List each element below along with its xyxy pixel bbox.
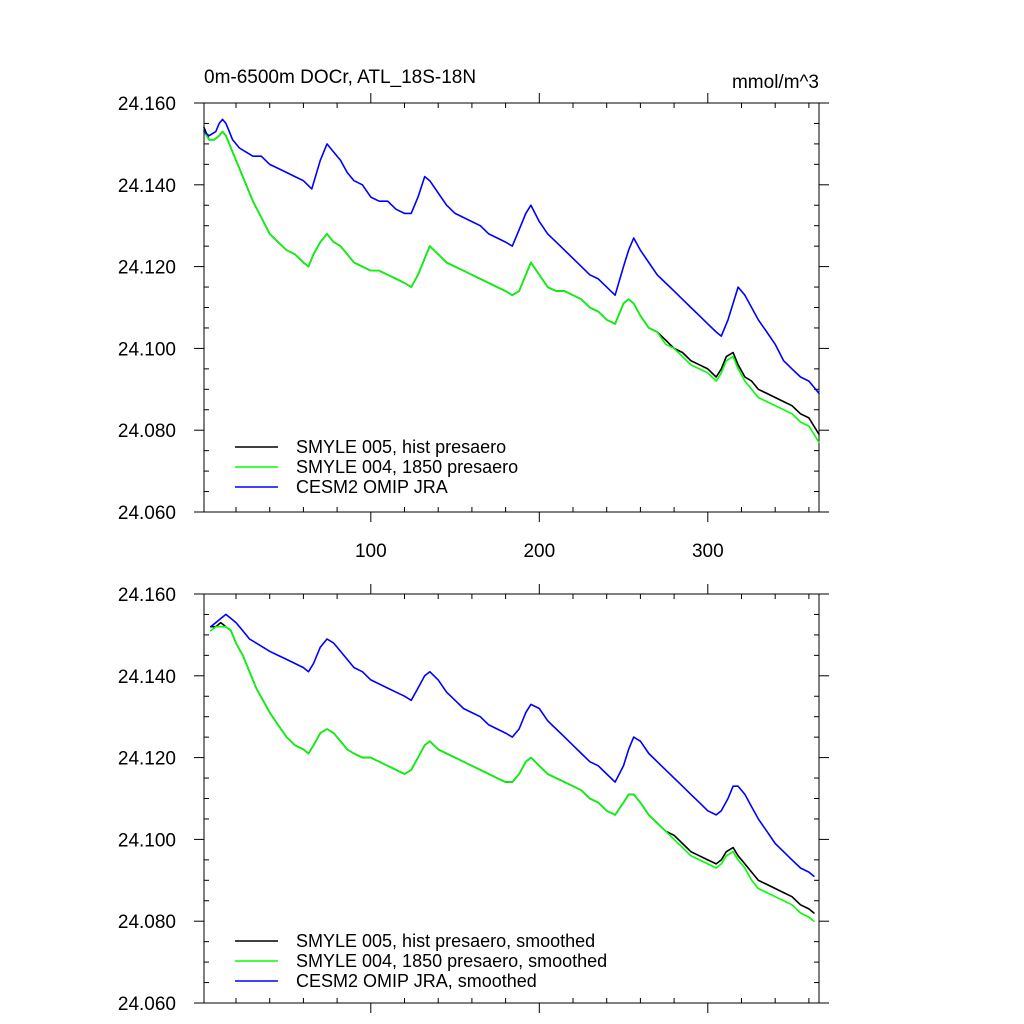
x-tick-label: 100 [355, 541, 387, 562]
x-tick-label: 300 [692, 541, 724, 562]
y-tick-label: 24.060 [118, 503, 176, 524]
y-tick-label: 24.060 [118, 994, 176, 1015]
y-tick-label: 24.120 [118, 749, 176, 770]
y-tick-label: 24.080 [118, 421, 176, 442]
legend-label: SMYLE 004, 1850 presaero, smoothed [296, 951, 607, 971]
y-tick-label: 24.100 [118, 339, 176, 360]
series-line-2 [203, 118, 820, 395]
y-tick-label: 24.100 [118, 830, 176, 851]
y-tick-label: 24.160 [118, 585, 176, 606]
series-line-1 [209, 625, 815, 923]
legend-label: CESM2 OMIP JRA [296, 477, 448, 497]
series-line-2 [209, 613, 815, 878]
legend-label: SMYLE 005, hist presaero, smoothed [296, 931, 595, 951]
y-tick-label: 24.120 [118, 258, 176, 279]
chart-title: 0m-6500m DOCr, ATL_18S-18N [204, 67, 476, 88]
bottom-panel: 24.060 24.080 24.100 24.120 24.140 24.160 SMYL… [118, 584, 829, 1015]
top-panel: 100 200 300 24.060 24.080 24.100 24.120 24.140 2… [118, 67, 829, 562]
x-tick-label: 200 [523, 541, 555, 562]
series-line-1 [203, 130, 820, 444]
y-tick-label: 24.160 [118, 94, 176, 115]
legend-label: SMYLE 004, 1850 presaero [296, 457, 518, 477]
series-line-0 [203, 126, 820, 436]
legend-label: CESM2 OMIP JRA, smoothed [296, 971, 537, 991]
legend-label: SMYLE 005, hist presaero [296, 437, 506, 457]
y-tick-label: 24.140 [118, 667, 176, 688]
y-tick-label: 24.140 [118, 176, 176, 197]
y-tick-label: 24.080 [118, 912, 176, 933]
units-label: mmol/m^3 [732, 72, 819, 93]
